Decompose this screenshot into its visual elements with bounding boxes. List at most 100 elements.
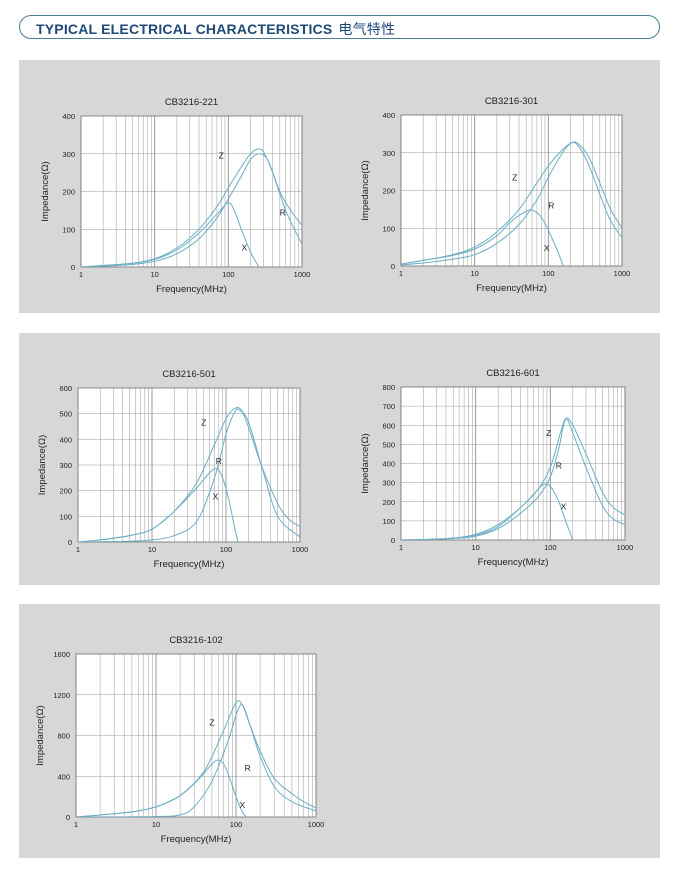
series-x-line	[401, 209, 564, 266]
x-tick-label: 1	[399, 543, 403, 552]
series-r-line	[401, 141, 622, 266]
series-x-label: X	[239, 800, 245, 810]
x-axis-label: Frequency(MHz)	[478, 557, 549, 568]
y-tick-label: 300	[62, 150, 75, 159]
y-tick-label: 0	[391, 536, 395, 545]
series-r-line	[76, 704, 316, 817]
x-tick-label: 1	[74, 820, 78, 829]
chart-title: CB3216-501	[162, 369, 215, 380]
x-tick-label: 10	[150, 270, 158, 279]
y-tick-label: 300	[382, 479, 395, 488]
y-tick-label: 400	[382, 111, 395, 120]
y-tick-label: 100	[382, 517, 395, 526]
plot-border	[80, 115, 303, 268]
series-r-label: R	[548, 201, 554, 211]
y-tick-label: 0	[66, 813, 70, 822]
plot-border	[75, 653, 317, 818]
y-tick-label: 800	[382, 383, 395, 392]
y-tick-label: 200	[59, 487, 72, 496]
x-tick-label: 1000	[292, 545, 309, 554]
y-tick-label: 500	[59, 410, 72, 419]
plot-border	[400, 114, 623, 267]
series-z-label: Z	[201, 418, 206, 428]
series-x-line	[401, 483, 574, 540]
section-title: TYPICAL ELECTRICAL CHARACTERISTICS 电气特性	[36, 19, 395, 39]
series-r-label: R	[556, 460, 562, 470]
y-tick-label: 100	[62, 225, 75, 234]
x-tick-label: 10	[471, 543, 479, 552]
y-tick-label: 600	[59, 384, 72, 393]
series-x-line	[81, 202, 260, 267]
y-tick-label: 1600	[53, 650, 70, 659]
y-tick-label: 400	[382, 460, 395, 469]
y-tick-label: 200	[62, 188, 75, 197]
chart-cb3216-301: 0 100 200 300 400 1 10 100 1000 CB3216-301 Frequen…	[360, 96, 630, 294]
y-tick-label: 100	[59, 512, 72, 521]
x-tick-label: 1	[399, 269, 403, 278]
x-tick-label: 100	[220, 545, 233, 554]
y-tick-label: 0	[71, 263, 75, 272]
y-tick-label: 0	[391, 262, 395, 271]
series-x-label: X	[213, 491, 219, 501]
plot-border	[77, 387, 301, 543]
y-tick-label: 300	[59, 461, 72, 470]
series-r-line	[78, 408, 300, 542]
chart-cb3216-221: 0 100 200 300 400 1 10 100 1000 CB3216-221 Frequen…	[40, 97, 310, 295]
series-r-label: R	[216, 456, 222, 466]
chart-cb3216-501: 0 100 200 300 400 500 600 1 10 100 1000 CB3216-501 F…	[37, 369, 308, 570]
y-tick-label: 300	[382, 149, 395, 158]
x-tick-label: 10	[148, 545, 156, 554]
plot-border	[400, 386, 626, 541]
series-z-label: Z	[219, 151, 224, 161]
x-axis-label: Frequency(MHz)	[156, 284, 227, 295]
x-tick-label: 1000	[294, 270, 311, 279]
chart-cb3216-601: 0 100 200 300 400 500 600 700 800 1 10 100 1000 CB321…	[360, 368, 633, 568]
y-tick-label: 200	[382, 498, 395, 507]
y-tick-label: 800	[57, 732, 70, 741]
y-axis-label: Impedance(Ω)	[360, 433, 371, 493]
y-tick-label: 200	[382, 187, 395, 196]
series-x-label: X	[544, 243, 550, 253]
y-axis-label: Impedance(Ω)	[35, 705, 46, 765]
x-tick-label: 1000	[617, 543, 634, 552]
y-tick-label: 500	[382, 440, 395, 449]
series-z-label: Z	[209, 717, 214, 727]
y-axis-label: Impedance(Ω)	[360, 160, 371, 220]
y-tick-label: 0	[68, 538, 72, 547]
x-axis-label: Frequency(MHz)	[154, 559, 225, 570]
y-tick-label: 100	[382, 224, 395, 233]
series-r-label: R	[245, 763, 251, 773]
x-tick-label: 10	[152, 820, 160, 829]
series-r-label: R	[280, 207, 286, 217]
chart-cb3216-102: 0 400 800 1200 1600 1 10 100 1000 CB3216-102 Frequ…	[35, 635, 324, 845]
y-axis-label: Impedance(Ω)	[37, 435, 48, 495]
series-x-line	[76, 759, 247, 817]
x-tick-label: 1000	[308, 820, 325, 829]
series-z-label: Z	[546, 428, 551, 438]
chart-title: CB3216-301	[485, 96, 538, 107]
y-tick-label: 600	[382, 421, 395, 430]
y-tick-label: 400	[59, 435, 72, 444]
x-tick-label: 1	[76, 545, 80, 554]
series-x-line	[78, 468, 239, 542]
x-axis-label: Frequency(MHz)	[161, 834, 232, 845]
x-axis-label: Frequency(MHz)	[476, 283, 547, 294]
y-tick-label: 400	[57, 772, 70, 781]
y-tick-label: 700	[382, 402, 395, 411]
section-header: TYPICAL ELECTRICAL CHARACTERISTICS 电气特性	[19, 15, 660, 39]
x-tick-label: 10	[470, 269, 478, 278]
series-r-line	[81, 153, 302, 267]
series-z-line	[401, 141, 622, 265]
y-tick-label: 400	[62, 112, 75, 121]
series-z-label: Z	[512, 172, 517, 182]
x-tick-label: 100	[542, 269, 555, 278]
chart-title: CB3216-601	[486, 368, 539, 379]
x-tick-label: 100	[222, 270, 235, 279]
series-x-label: X	[242, 242, 248, 252]
chart-title: CB3216-102	[169, 635, 222, 646]
series-x-label: X	[561, 502, 567, 512]
section-title-cn: 电气特性	[338, 22, 396, 38]
x-tick-label: 100	[544, 543, 557, 552]
x-tick-label: 100	[230, 820, 243, 829]
